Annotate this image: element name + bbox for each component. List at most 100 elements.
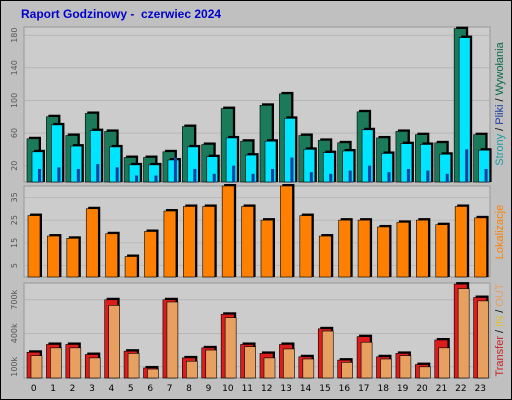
y-tick-label: 140 xyxy=(10,60,19,75)
side-label-hits: Strony / Pliki / Wywołania xyxy=(494,41,506,165)
bar-out xyxy=(438,347,451,379)
bar-pliki-face xyxy=(187,146,199,183)
bar-pliki xyxy=(400,141,414,183)
bar-pliki-face xyxy=(89,130,102,183)
bar-lokalizacje xyxy=(163,209,178,278)
bar-pliki-face xyxy=(322,152,335,183)
y-tick-label: 35 xyxy=(10,192,19,202)
y-tick-label: 400k xyxy=(10,323,19,343)
bar-lokalizacje xyxy=(221,184,237,278)
bar-pliki xyxy=(89,128,104,183)
bar-out xyxy=(127,353,140,379)
x-tick-label: 8 xyxy=(186,384,192,394)
bar-pliki-face xyxy=(439,153,452,183)
bar-strony xyxy=(135,175,139,182)
bar-pliki-face xyxy=(245,154,257,183)
x-tick-label: 11 xyxy=(242,384,253,394)
bar-strony xyxy=(348,170,352,182)
bar-lokalizacje-face xyxy=(85,208,99,278)
side-label-transfer-part: / xyxy=(494,327,506,336)
bar-pliki xyxy=(70,144,84,183)
bar-strony xyxy=(368,165,372,182)
bar-lokalizacje-face xyxy=(299,215,313,278)
bar-out xyxy=(380,358,392,379)
bar-lokalizacje-face xyxy=(163,210,177,278)
bar-pliki-face xyxy=(225,137,238,183)
bar-pliki-face xyxy=(31,151,44,183)
bar-pliki-face xyxy=(458,37,471,183)
bar-strony xyxy=(154,175,158,182)
x-tick-label: 23 xyxy=(475,384,486,394)
y-tick-label: 15 xyxy=(10,238,19,248)
bar-lokalizacje xyxy=(377,224,392,278)
bar-lokalizacje-face xyxy=(377,226,390,278)
bar-lokalizacje-face xyxy=(66,238,80,278)
bar-pliki-face xyxy=(361,129,374,183)
bar-lokalizacje xyxy=(260,218,275,278)
bar-pliki xyxy=(322,150,337,183)
bar-pliki xyxy=(187,144,201,183)
bar-pliki xyxy=(206,154,220,183)
x-tick-label: 12 xyxy=(261,384,272,394)
bar-out xyxy=(263,357,276,379)
y-tick-label: 100 xyxy=(10,93,19,108)
side-label-transfer-part: OUT xyxy=(494,283,506,307)
bar-pliki-face xyxy=(381,153,393,183)
bar-pliki-face xyxy=(109,146,121,183)
bar-strony xyxy=(193,168,197,182)
x-tick-label: 15 xyxy=(319,384,330,394)
bar-out xyxy=(50,347,62,379)
side-label-hits-part: Strony xyxy=(494,133,506,165)
bar-pliki-face xyxy=(342,150,354,183)
x-tick-label: 1 xyxy=(50,384,56,394)
bar-lokalizacje xyxy=(357,218,373,278)
bar-pliki xyxy=(458,35,473,183)
bar-pliki xyxy=(361,127,376,183)
x-tick-label: 3 xyxy=(89,384,95,394)
bar-lokalizacje xyxy=(338,218,353,278)
bar-lokalizacje xyxy=(66,236,81,278)
x-tick-label: 10 xyxy=(222,384,234,394)
side-label-hits-part: Wywołania xyxy=(494,41,506,95)
bar-lokalizacje-face xyxy=(221,185,235,278)
bar-pliki-face xyxy=(167,159,180,183)
bar-lokalizacje xyxy=(474,215,489,278)
x-tick-label: 2 xyxy=(70,384,76,394)
bar-strony xyxy=(387,172,391,182)
y-tick-label: 60 xyxy=(10,128,19,138)
bar-pliki xyxy=(148,162,162,183)
x-tick-label: 4 xyxy=(109,384,115,394)
x-tick-label: 14 xyxy=(300,384,312,394)
bar-lokalizacje-face xyxy=(396,222,410,278)
bar-lokalizacje xyxy=(299,213,314,278)
bar-pliki xyxy=(245,153,259,183)
bar-lokalizacje xyxy=(396,220,411,278)
side-label-transfer-part: Transfer xyxy=(494,336,506,377)
side-label-sites-part: Lokalizacje xyxy=(494,205,506,259)
bar-strony xyxy=(290,157,294,182)
bar-pliki-face xyxy=(264,140,277,183)
x-tick-label: 21 xyxy=(436,384,447,394)
bar-out xyxy=(224,317,237,379)
bar-out xyxy=(147,368,159,379)
bar-strony xyxy=(76,168,80,182)
bar-pliki xyxy=(264,139,278,183)
side-label-hits-part: / xyxy=(494,95,506,104)
bar-lokalizacje xyxy=(183,204,198,278)
bar-strony xyxy=(445,173,449,182)
x-tick-label: 19 xyxy=(397,384,409,394)
bar-lokalizacje xyxy=(124,254,140,278)
bar-out xyxy=(341,362,353,379)
x-tick-label: 0 xyxy=(31,384,37,394)
bar-lokalizacje-face xyxy=(183,206,196,278)
bar-lokalizacje-face xyxy=(280,185,293,278)
bar-lokalizacje-face xyxy=(202,206,216,278)
bar-pliki xyxy=(225,135,240,183)
bar-lokalizacje-face xyxy=(454,206,468,278)
bar-out xyxy=(205,349,218,379)
bar-lokalizacje-face xyxy=(124,256,138,278)
bar-lokalizacje xyxy=(435,222,450,278)
bar-lokalizacje xyxy=(47,234,62,278)
bar-out xyxy=(244,346,256,379)
bar-pliki-face xyxy=(206,156,219,183)
